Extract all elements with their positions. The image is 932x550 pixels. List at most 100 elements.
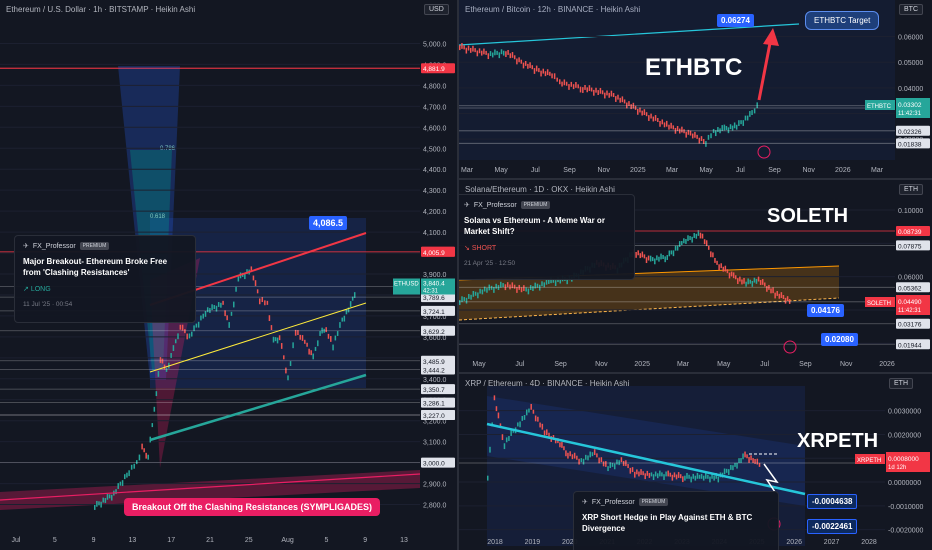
price-candle	[520, 59, 523, 64]
x-tick-label: 2027	[824, 539, 840, 546]
price-candle	[774, 292, 776, 299]
ethusd-currency-button[interactable]: USD	[424, 4, 449, 15]
price-candle	[237, 276, 240, 282]
price-candle	[292, 342, 294, 349]
price-tag-text: 0.07875	[898, 243, 922, 250]
price-tag-text: 3,724.1	[423, 309, 445, 316]
xrpeth-currency-button[interactable]: ETH	[889, 378, 913, 389]
xrpeth-box-value-1: -0.0004638	[807, 494, 858, 509]
price-candle	[213, 305, 216, 310]
price-candle	[141, 443, 143, 450]
horizontal-divider-2[interactable]	[459, 372, 932, 374]
price-candle	[615, 96, 617, 102]
price-candle	[685, 131, 687, 138]
price-candle	[502, 50, 505, 56]
price-candle	[730, 271, 733, 277]
price-candle	[518, 284, 520, 290]
price-candle	[635, 252, 637, 258]
price-candle	[323, 328, 325, 333]
soleth-box-value-1: 0.04176	[807, 304, 844, 317]
soleth-idea-card[interactable]: ✈ FX_Professor PREMIUM Solana vs Ethereu…	[459, 194, 635, 280]
price-candle	[710, 133, 712, 139]
price-candle	[575, 82, 577, 88]
x-tick-label: 13	[400, 537, 408, 544]
price-tag	[896, 339, 930, 350]
price-candle	[702, 475, 705, 481]
price-candle	[759, 280, 762, 285]
price-candle	[577, 84, 579, 89]
price-candle	[717, 476, 720, 483]
price-tag	[421, 63, 455, 74]
price-candle	[472, 291, 475, 297]
price-tag-text: 0.02326	[898, 129, 922, 136]
ethbtc-currency-button[interactable]: BTC	[899, 4, 923, 15]
price-candle	[540, 70, 542, 77]
price-candle	[569, 451, 571, 457]
price-candle	[571, 454, 574, 460]
price-candle	[209, 308, 211, 313]
soleth-label: SOLETH	[767, 205, 849, 227]
x-tick-label: 2018	[487, 539, 503, 546]
price-candle	[650, 113, 652, 119]
price-candle	[611, 462, 614, 467]
arrow-up-icon: ↗	[23, 286, 29, 293]
price-candle	[590, 87, 593, 92]
ethusd-title: Ethereum / U.S. Dollar · 1h · BITSTAMP ·…	[6, 5, 196, 14]
soleth-currency-button[interactable]: ETH	[899, 184, 923, 195]
price-candle	[788, 299, 791, 304]
x-tick-label: 25	[245, 537, 253, 544]
price-candle	[683, 238, 685, 244]
price-candle	[548, 432, 550, 437]
price-candle	[495, 283, 497, 289]
price-candle	[539, 422, 541, 428]
price-candle	[686, 472, 688, 479]
price-candle	[211, 304, 213, 311]
vertical-divider[interactable]	[457, 0, 459, 550]
price-candle	[691, 236, 693, 243]
price-candle	[493, 287, 495, 293]
price-candle	[732, 272, 735, 279]
trend-line	[149, 302, 367, 373]
price-candle	[278, 335, 281, 341]
price-tag	[421, 410, 455, 421]
price-candle	[674, 245, 677, 251]
ethusd-idea-card[interactable]: ✈ FX_Professor PREMIUM Major Breakout- E…	[14, 235, 196, 323]
price-candle	[622, 461, 625, 466]
price-candle	[297, 330, 299, 336]
price-candle	[188, 333, 191, 339]
price-tag	[896, 226, 930, 237]
price-candle	[723, 124, 726, 131]
price-candle	[561, 442, 563, 448]
price-candle	[128, 470, 130, 477]
x-tick-label: 2028	[861, 539, 877, 546]
ethusd-chart[interactable]: 0.7860.6185,000.04,900.04,800.04,700.04,…	[0, 0, 457, 550]
price-tag-text: 4,881.9	[423, 66, 445, 73]
price-candle	[276, 337, 279, 344]
price-candle	[700, 136, 703, 142]
price-candle	[705, 141, 707, 147]
price-candle	[613, 463, 616, 470]
x-tick-label: 5	[324, 537, 328, 544]
price-candle	[155, 391, 158, 397]
price-candle	[696, 134, 698, 139]
price-candle	[638, 471, 640, 477]
price-candle	[516, 58, 518, 65]
price-candle	[663, 474, 665, 480]
price-candle	[606, 90, 608, 96]
fib-label: 0.786	[160, 146, 176, 152]
price-tag-text: 0.03176	[898, 322, 922, 329]
price-candle	[643, 109, 646, 116]
price-candle	[487, 53, 490, 60]
horizontal-divider-1[interactable]	[459, 178, 932, 180]
price-candle	[766, 285, 768, 292]
price-candle	[660, 253, 662, 260]
price-candle	[657, 118, 659, 123]
price-candle	[617, 94, 619, 100]
target-trendline	[459, 23, 800, 46]
xrpeth-idea-card[interactable]: ✈ FX_Professor PREMIUM XRP Short Hedge i…	[573, 491, 779, 550]
price-candle	[215, 305, 218, 312]
y-tick-label: 5,000.0	[423, 41, 446, 48]
price-candle	[761, 279, 764, 285]
price-candle	[747, 278, 749, 285]
price-candle	[287, 375, 289, 381]
